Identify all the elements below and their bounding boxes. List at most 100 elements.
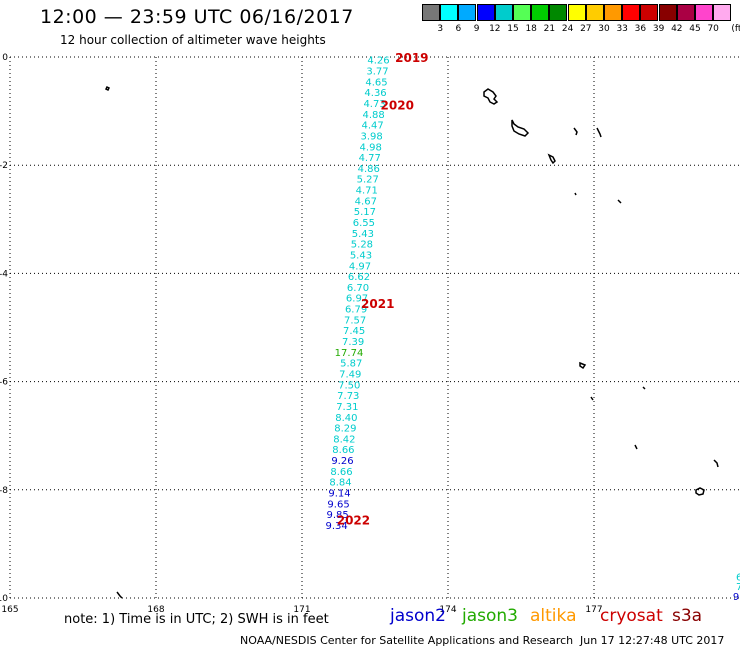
island <box>104 85 111 92</box>
swh-value: 5.43 <box>352 229 374 240</box>
swh-value: 5.28 <box>351 240 373 251</box>
swh-value: 8.66 <box>332 445 354 456</box>
scale-label: 12 <box>489 24 501 34</box>
swh-value: 4.98 <box>360 142 382 153</box>
footer-timestamp: Jun 17 12:27:48 UTC 2017 <box>580 634 725 647</box>
time-mark: 2021 <box>361 297 394 311</box>
footer-source: NOAA/NESDIS Center for Satellite Applica… <box>240 634 574 647</box>
scale-swatch <box>440 4 459 21</box>
swh-value: 7.57 <box>344 315 366 326</box>
swh-value: 4.73 <box>363 99 385 110</box>
legend-altika: altika <box>530 606 577 626</box>
scale-swatch <box>531 4 550 21</box>
scale-swatch <box>494 4 513 21</box>
swh-value: 9.85 <box>326 510 348 521</box>
swh-value: 17.74 <box>335 348 364 359</box>
island <box>579 361 587 370</box>
island <box>116 591 123 599</box>
scale-swatch <box>458 4 477 21</box>
scale-label: 18 <box>525 24 537 34</box>
swh-value: 3.77 <box>366 67 388 78</box>
x-tick-label: 174 <box>439 605 456 615</box>
scale-label: 33 <box>616 24 628 34</box>
scale-label: 42 <box>671 24 683 34</box>
swh-value: 8.42 <box>333 434 355 445</box>
island <box>590 396 594 401</box>
scale-label: 36 <box>634 24 647 34</box>
x-tick-label: 177 <box>585 605 602 615</box>
swh-value: 7.31 <box>336 402 358 413</box>
swh-value: 9.65 <box>327 499 349 510</box>
y-tick-label: -4 <box>0 269 8 279</box>
scale-label: 45 <box>689 24 701 34</box>
scale-label: 21 <box>543 24 556 34</box>
island-outlines <box>104 85 719 599</box>
time-mark: 2020 <box>381 99 414 113</box>
swh-value: 6.70 <box>347 283 369 294</box>
satellite-track: 4.263.774.654.364.734.884.473.984.984.77… <box>325 56 740 603</box>
scale-label: 9 <box>473 24 480 34</box>
x-tick-label: 171 <box>293 605 310 615</box>
swh-value: 5.43 <box>350 250 372 261</box>
legend-cryosat: cryosat <box>600 606 663 626</box>
swh-value: 7.73 <box>337 391 359 402</box>
island <box>483 88 499 105</box>
scale-swatch <box>658 4 677 21</box>
swh-value: 4.88 <box>362 110 384 121</box>
swh-value: 5.87 <box>340 359 362 370</box>
swh-value: 4.97 <box>349 261 371 272</box>
swh-value: 6.55 <box>353 218 375 229</box>
island <box>511 119 530 137</box>
swh-value: 4.77 <box>359 153 381 164</box>
map-grid: 165 168 171 174 177 0 -2 -4 -6 -8 -10 <box>0 53 740 615</box>
scale-label: 15 <box>507 24 519 34</box>
y-tick-label: -2 <box>0 161 8 171</box>
map-subtitle: 12 hour collection of altimeter wave hei… <box>60 33 326 47</box>
swh-value: 9.14 <box>328 489 350 500</box>
swh-value: 7.50 <box>338 380 360 391</box>
x-tick-label: 168 <box>147 605 164 615</box>
time-mark: 2022 <box>337 514 370 528</box>
island <box>574 192 577 196</box>
island <box>573 127 578 136</box>
scale-label: 39 <box>652 24 665 34</box>
scale-swatch <box>676 4 695 21</box>
scale-swatch <box>585 4 604 21</box>
scale-swatch <box>567 4 586 21</box>
island <box>547 153 556 165</box>
island <box>713 459 719 468</box>
island <box>596 127 602 138</box>
swh-value: 4.36 <box>364 88 386 99</box>
units-note: note: 1) Time is in UTC; 2) SWH is in fe… <box>64 612 329 627</box>
swh-value: 7.45 <box>343 326 365 337</box>
time-marks: 2019 2020 2021 2022 <box>337 51 429 528</box>
legend-jason3: jason3 <box>462 606 518 626</box>
swh-value: 7 <box>736 582 740 593</box>
swh-value: 6 <box>736 572 740 583</box>
swh-value: 4.47 <box>361 121 383 132</box>
scale-unit: (ft) <box>731 24 740 34</box>
swh-value: 9.26 <box>331 456 353 467</box>
swh-value: 7.39 <box>342 337 364 348</box>
y-tick-label: -10 <box>0 594 8 604</box>
swh-value: 5.17 <box>354 207 376 218</box>
swh-value: 9. <box>733 592 740 603</box>
scale-label: 24 <box>561 24 574 34</box>
y-tick-label: -6 <box>0 378 8 388</box>
y-tick-label: -8 <box>0 486 8 496</box>
scale-label: 30 <box>598 24 610 34</box>
swh-value: 4.71 <box>356 186 378 197</box>
swh-value: 8.29 <box>334 424 356 435</box>
swh-value: 9.34 <box>325 521 347 532</box>
legend-jason2: jason2 <box>390 606 446 626</box>
scale-swatch <box>604 4 622 21</box>
legend-s3a: s3a <box>672 606 703 626</box>
y-tick-label: 0 <box>2 53 8 63</box>
island <box>695 487 705 496</box>
swh-value: 8.40 <box>335 413 357 424</box>
scale-swatch <box>622 4 641 21</box>
x-tick-label: 165 <box>1 605 18 615</box>
scale-swatch <box>422 4 440 21</box>
swh-value: 8.84 <box>329 478 351 489</box>
